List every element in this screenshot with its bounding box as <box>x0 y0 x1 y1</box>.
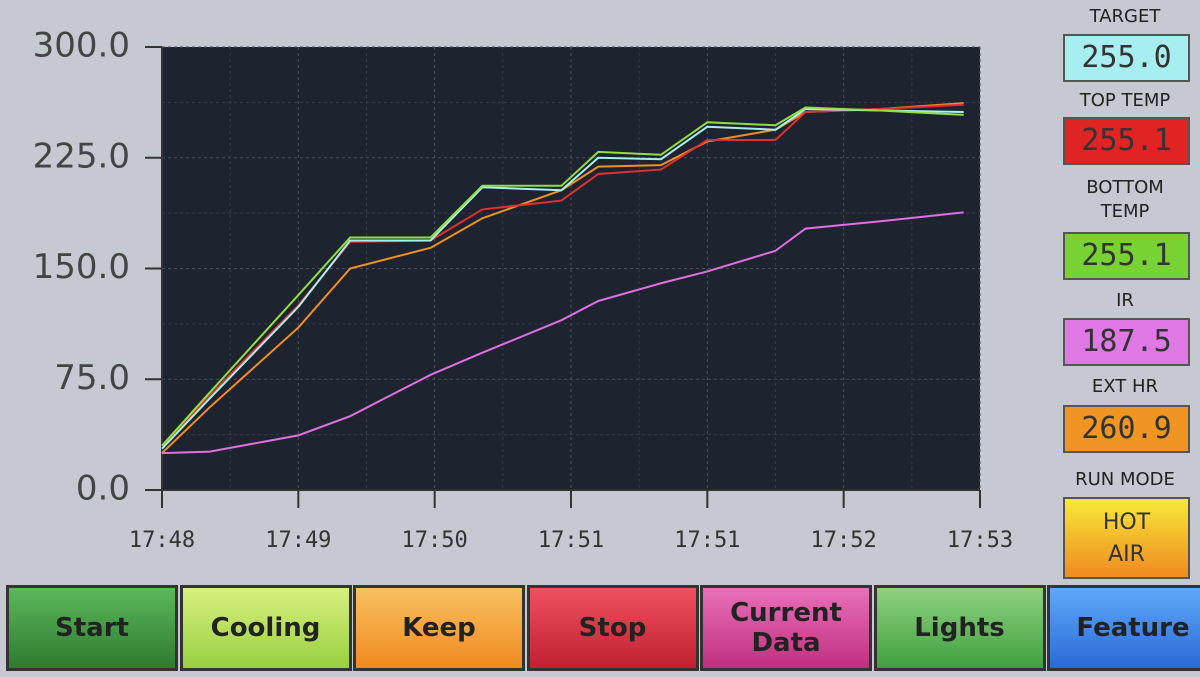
button[interactable]: Start <box>6 585 178 671</box>
panel-value: 260.9 <box>1063 405 1190 453</box>
x-tick-label: 17:53 <box>947 528 1013 553</box>
y-tick-label: 75.0 <box>54 358 130 398</box>
panel-label: EXT HR <box>1091 376 1159 397</box>
panel-value: 187.5 <box>1063 318 1190 366</box>
x-tick-label: 17:50 <box>402 528 468 553</box>
x-tick-label: 17:52 <box>811 528 877 553</box>
chart: 0.0 75.0 150.0 225.0 300.0 17:48 17:49 17:50 17:… <box>33 26 1013 554</box>
panel-label: BOTTOM TEMP <box>1086 177 1164 222</box>
panel-value: 255.1 <box>1063 117 1190 165</box>
panel-value: 255.0 <box>1063 34 1190 82</box>
series-line <box>161 102 964 454</box>
y-tick-label: 300.0 <box>33 26 130 66</box>
button[interactable]: Lights <box>873 585 1046 671</box>
y-tick-label: 225.0 <box>33 136 130 176</box>
run-mode-value: HOT AIR <box>1063 497 1190 579</box>
x-tick-label: 17:48 <box>129 528 195 553</box>
button[interactable]: Keep <box>353 585 525 671</box>
button[interactable]: Cooling <box>179 585 352 671</box>
panel-label: IR <box>1116 290 1134 311</box>
panel-label: RUN MODE <box>1075 469 1175 490</box>
x-tick-label: 17:51 <box>674 528 740 553</box>
x-tick-label: 17:51 <box>538 528 604 553</box>
series-line <box>161 106 964 447</box>
button[interactable]: Current Data <box>700 585 872 671</box>
series-line <box>161 108 964 450</box>
panel-label: TARGET <box>1089 6 1161 27</box>
series-line <box>161 211 964 455</box>
panel-value: 255.1 <box>1063 232 1190 280</box>
y-tick-label: 0.0 <box>76 469 130 509</box>
button[interactable]: Feature <box>1047 585 1200 671</box>
y-tick-label: 150.0 <box>33 247 130 287</box>
panel-label: TOP TEMP <box>1079 90 1171 111</box>
x-tick-label: 17:49 <box>265 528 331 553</box>
button[interactable]: Stop <box>526 585 699 671</box>
